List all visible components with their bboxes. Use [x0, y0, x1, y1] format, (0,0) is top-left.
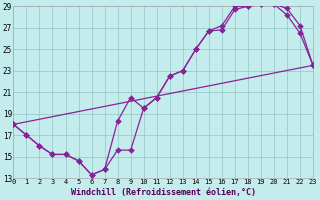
X-axis label: Windchill (Refroidissement éolien,°C): Windchill (Refroidissement éolien,°C)	[71, 188, 256, 197]
